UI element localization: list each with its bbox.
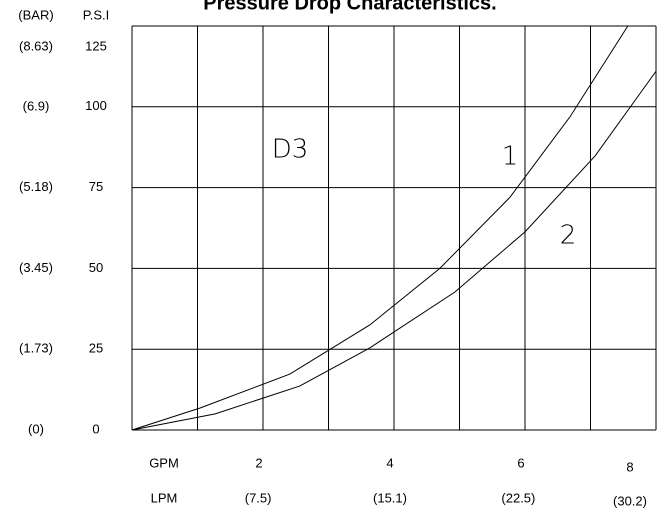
y2-tick-label: (8.63) <box>19 38 53 53</box>
x-tick-label: 8 <box>626 459 633 474</box>
y2-tick-label: (3.45) <box>19 260 53 275</box>
x-axis-label: GPM <box>149 455 179 470</box>
y-tick-label: 75 <box>89 179 103 194</box>
curve <box>131 25 629 431</box>
x2-tick-label: (22.5) <box>501 490 535 505</box>
chart-title: Pressure Drop Characteristics. <box>203 0 496 14</box>
y2-tick-label: (0) <box>28 421 44 436</box>
y-tick-label: 100 <box>85 98 107 113</box>
x2-tick-label: (7.5) <box>245 490 272 505</box>
y2-axis-label: (BAR) <box>18 7 53 22</box>
y2-tick-label: (6.9) <box>23 98 50 113</box>
x-tick-label: 2 <box>255 455 262 470</box>
x2-tick-label: (15.1) <box>373 490 407 505</box>
x2-tick-label: (30.2) <box>613 493 647 508</box>
curve <box>131 70 657 431</box>
y-tick-label: 125 <box>85 38 107 53</box>
y2-tick-label: (1.73) <box>19 340 53 355</box>
x2-axis-label: LPM <box>151 490 178 505</box>
annotation: D3 <box>272 135 309 165</box>
y-tick-label: 0 <box>92 421 99 436</box>
x-tick-label: 4 <box>386 455 393 470</box>
annotation: 1 <box>502 142 519 172</box>
y-tick-label: 50 <box>89 260 103 275</box>
x-tick-label: 6 <box>517 455 524 470</box>
annotation: 2 <box>560 221 577 251</box>
y-axis-label: P.S.I <box>83 7 110 22</box>
y2-tick-label: (5.18) <box>19 179 53 194</box>
y-tick-label: 25 <box>89 341 103 356</box>
